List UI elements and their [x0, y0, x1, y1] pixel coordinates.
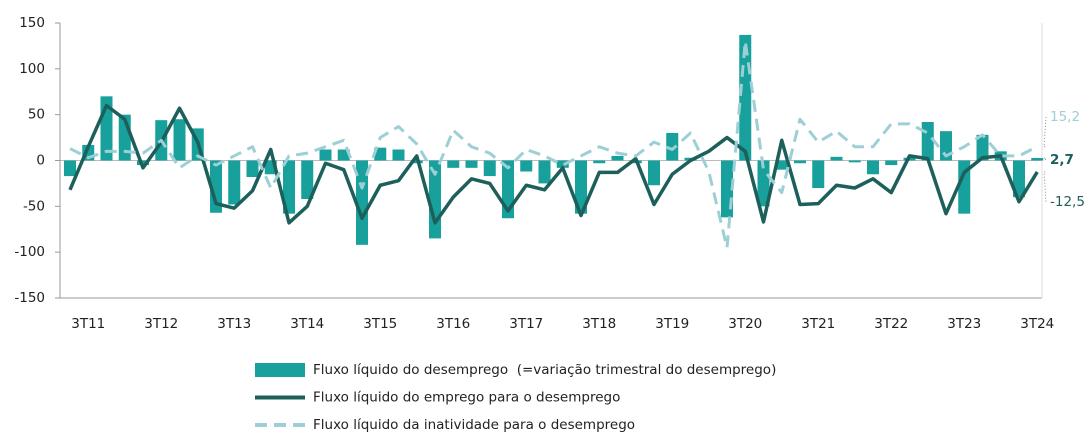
- end-label: -12,5: [1050, 194, 1085, 210]
- x-tick-label: 3T24: [1020, 316, 1054, 332]
- x-tick-label: 3T17: [509, 316, 543, 332]
- bar: [593, 160, 606, 164]
- x-tick-label: 3T19: [655, 316, 689, 332]
- x-tick-label: 3T18: [582, 316, 616, 332]
- bar: [575, 160, 587, 214]
- legend-label: Fluxo líquido da inatividade para o dese…: [313, 417, 635, 433]
- bar: [447, 160, 460, 168]
- bar: [520, 160, 533, 172]
- legend-label: Fluxo líquido do desemprego (=variação t…: [313, 362, 776, 378]
- x-tick-label: 3T21: [801, 316, 835, 332]
- bar: [392, 149, 405, 161]
- y-tick-label: 100: [19, 61, 45, 77]
- y-tick-label: -50: [23, 198, 45, 214]
- legend-label: Fluxo líquido do emprego para o desempre…: [313, 390, 620, 406]
- bar: [812, 160, 825, 188]
- bar: [356, 160, 368, 245]
- bar: [830, 156, 843, 161]
- bar: [210, 160, 222, 213]
- bar: [867, 160, 879, 175]
- bar: [648, 160, 660, 186]
- bar: [757, 160, 770, 207]
- line: [68, 103, 1039, 225]
- x-tick-label: 3T14: [290, 316, 324, 332]
- bar: [1013, 160, 1025, 198]
- x-tick-label: 3T16: [436, 316, 470, 332]
- legend-swatch: [255, 363, 305, 377]
- x-tick-label: 3T20: [728, 316, 762, 332]
- bar: [1031, 158, 1044, 161]
- leader-line: [1043, 116, 1047, 148]
- bar: [556, 160, 569, 168]
- line: [69, 39, 1038, 250]
- bar: [794, 160, 806, 164]
- bar: [885, 160, 898, 166]
- bar: [246, 160, 259, 177]
- bar: [301, 160, 314, 199]
- bar: [976, 134, 989, 161]
- leader-line: [1042, 157, 1047, 161]
- y-tick-label: -100: [14, 244, 45, 260]
- bar: [137, 160, 149, 166]
- bar: [775, 160, 788, 170]
- x-tick-label: 3T11: [71, 316, 105, 332]
- y-tick-label: -150: [14, 290, 45, 306]
- end-label: 2,7: [1050, 152, 1074, 168]
- x-tick-label: 3T13: [217, 316, 251, 332]
- bar: [666, 133, 679, 161]
- bar: [538, 160, 551, 184]
- bar: [921, 122, 934, 161]
- bar: [173, 119, 186, 161]
- x-tick-label: 3T22: [874, 316, 908, 332]
- leader-line: [1043, 171, 1047, 203]
- bar: [958, 160, 971, 214]
- y-tick-label: 50: [28, 107, 45, 123]
- bar: [337, 149, 350, 161]
- bar: [64, 160, 76, 177]
- bar: [374, 147, 387, 161]
- bar: [611, 155, 624, 161]
- bar: [465, 160, 478, 168]
- x-tick-label: 3T15: [363, 316, 397, 332]
- bar: [319, 149, 332, 161]
- bar: [483, 160, 496, 177]
- x-tick-label: 3T12: [144, 316, 178, 332]
- x-tick-label: 3T23: [947, 316, 981, 332]
- bar: [283, 160, 295, 214]
- y-tick-label: 0: [36, 153, 45, 169]
- y-tick-label: 150: [19, 15, 45, 31]
- bar: [228, 160, 241, 205]
- end-label: 15,2: [1050, 109, 1080, 125]
- bar: [848, 160, 861, 163]
